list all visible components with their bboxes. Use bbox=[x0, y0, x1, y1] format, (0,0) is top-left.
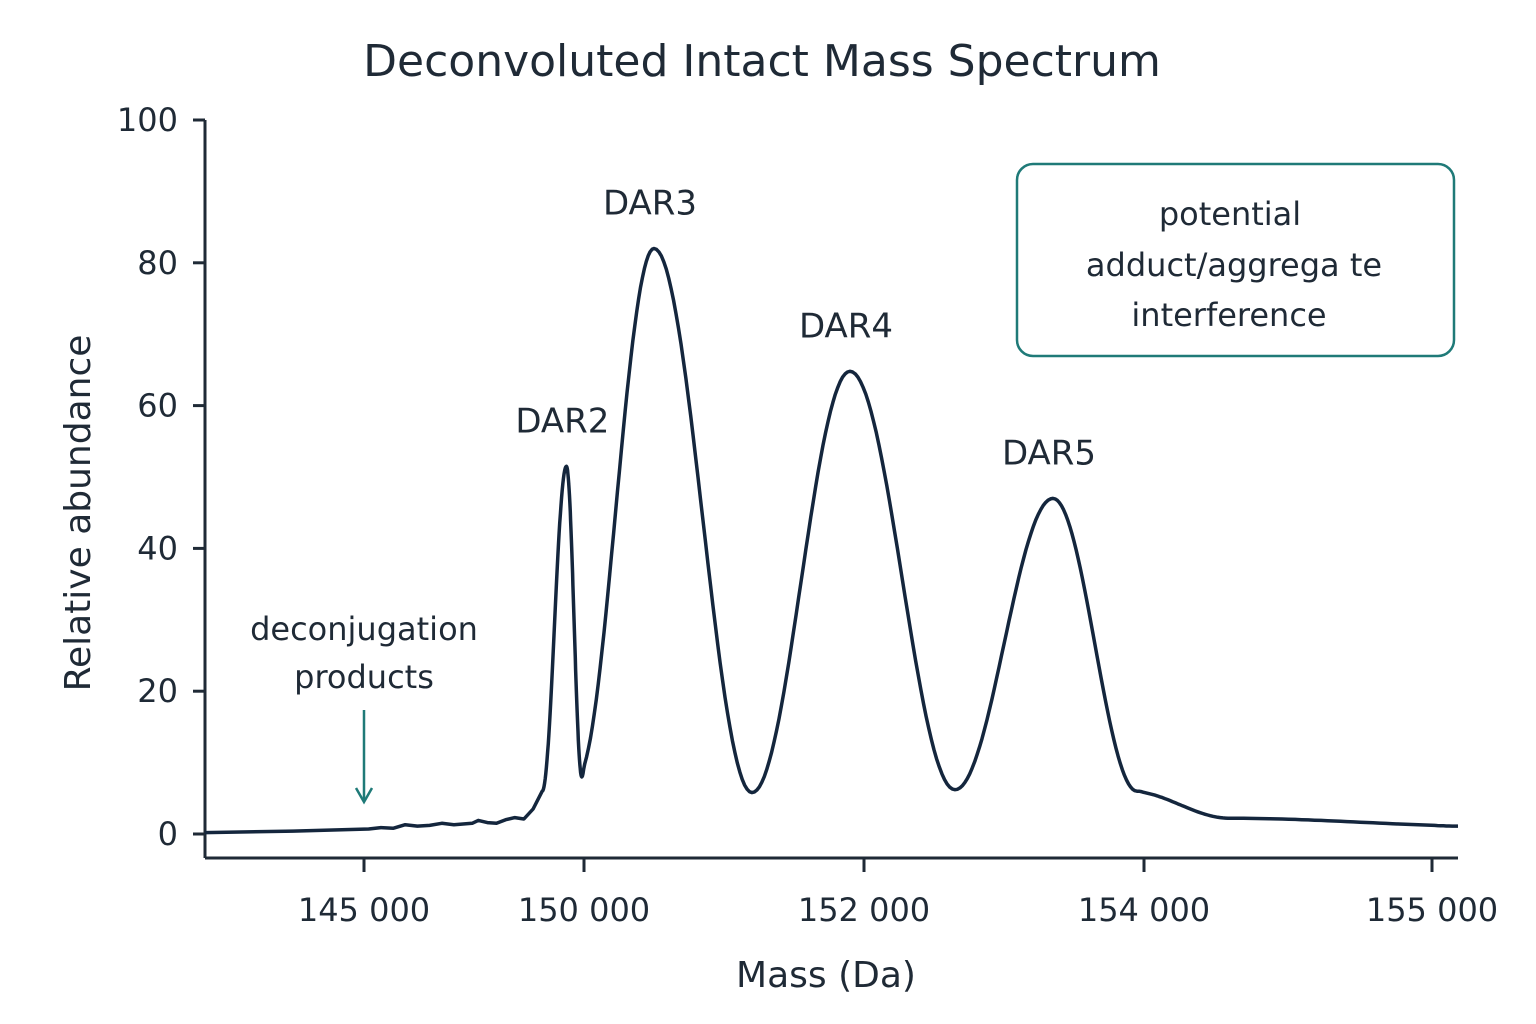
deconjugation-arrow-head bbox=[354, 787, 374, 805]
y-tick-label: 20 bbox=[137, 672, 178, 710]
interference-label-line3: interference bbox=[1131, 296, 1326, 334]
interference-callout: potential adduct/aggrega te interference bbox=[1015, 162, 1456, 358]
y-tick-label: 60 bbox=[137, 387, 178, 425]
interference-label-line2: adduct/aggrega te bbox=[1086, 246, 1382, 284]
chart-title: Deconvoluted Intact Mass Spectrum bbox=[363, 36, 1161, 87]
y-axis-ticks: 0 20 40 60 80 100 bbox=[117, 101, 205, 853]
interference-label-line1: potential bbox=[1159, 195, 1301, 233]
interference-box bbox=[1015, 162, 1456, 358]
x-tick-label: 150 000 bbox=[518, 891, 650, 929]
deconjugation-label-line1: deconjugation bbox=[250, 610, 478, 648]
deconjugation-annotation: deconjugation products bbox=[250, 610, 478, 805]
peak-labels: DAR2 DAR3 DAR4 DAR5 bbox=[515, 184, 1096, 474]
x-axis-label: Mass (Da) bbox=[736, 955, 916, 996]
deconjugation-label-line2: products bbox=[294, 658, 434, 696]
peak-label: DAR3 bbox=[603, 184, 697, 224]
x-tick-label: 154 000 bbox=[1078, 891, 1210, 929]
peak-label: DAR4 bbox=[799, 306, 893, 346]
x-tick-label: 155 000 bbox=[1366, 891, 1498, 929]
y-tick-label: 80 bbox=[137, 244, 178, 282]
y-tick-label: 40 bbox=[137, 529, 178, 567]
y-axis-label: Relative abundance bbox=[58, 335, 99, 692]
peak-label: DAR2 bbox=[515, 401, 609, 441]
spectrum-line bbox=[204, 246, 1458, 835]
y-tick-label: 100 bbox=[117, 101, 178, 139]
y-tick-label: 0 bbox=[158, 815, 178, 853]
x-axis-ticks: 145 000 150 000 152 000 154 000 155 000 bbox=[298, 858, 1498, 929]
peak-label: DAR5 bbox=[1002, 433, 1096, 473]
x-tick-label: 152 000 bbox=[798, 891, 930, 929]
x-tick-label: 145 000 bbox=[298, 891, 430, 929]
